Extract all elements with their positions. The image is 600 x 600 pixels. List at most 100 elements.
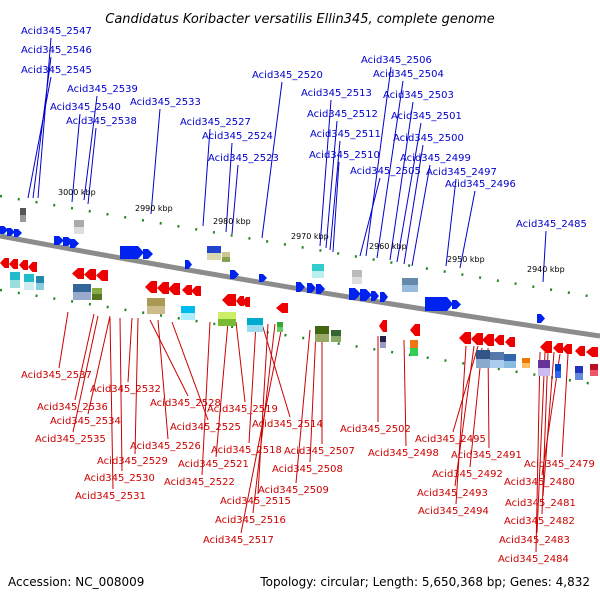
gene-domain-box[interactable] bbox=[36, 283, 44, 290]
reverse-gene-arrow[interactable] bbox=[28, 262, 37, 272]
gene-domain-box[interactable] bbox=[590, 364, 598, 370]
gene-domain-box[interactable] bbox=[555, 364, 561, 371]
gene-label-top[interactable]: Acid345_2527 bbox=[180, 117, 251, 128]
gene-domain-box[interactable] bbox=[24, 282, 34, 290]
gene-domain-box[interactable] bbox=[20, 208, 26, 215]
reverse-gene-arrow[interactable] bbox=[553, 343, 563, 353]
gene-label-bottom[interactable]: Acid345_2525 bbox=[170, 422, 241, 433]
forward-gene-arrow[interactable] bbox=[380, 292, 388, 302]
gene-domain-box[interactable] bbox=[92, 294, 102, 300]
gene-label-top[interactable]: Acid345_2511 bbox=[310, 129, 381, 140]
reverse-gene-arrow[interactable] bbox=[9, 259, 18, 269]
gene-domain-box[interactable] bbox=[277, 322, 283, 327]
reverse-gene-arrow[interactable] bbox=[191, 286, 201, 296]
gene-domain-box[interactable] bbox=[315, 326, 329, 334]
forward-gene-arrow[interactable] bbox=[307, 283, 316, 293]
reverse-gene-arrow[interactable] bbox=[494, 335, 504, 345]
reverse-gene-arrow[interactable] bbox=[222, 294, 236, 306]
gene-label-bottom[interactable]: Acid345_2517 bbox=[203, 535, 274, 546]
gene-domain-box[interactable] bbox=[315, 334, 329, 342]
gene-label-top[interactable]: Acid345_2503 bbox=[383, 90, 454, 101]
forward-gene-arrow[interactable] bbox=[0, 226, 8, 234]
gene-label-top[interactable]: Acid345_2539 bbox=[67, 84, 138, 95]
gene-label-bottom[interactable]: Acid345_2502 bbox=[340, 424, 411, 435]
gene-label-top[interactable]: Acid345_2546 bbox=[21, 45, 92, 56]
gene-label-top[interactable]: Acid345_2497 bbox=[426, 167, 497, 178]
forward-gene-arrow[interactable] bbox=[54, 236, 64, 245]
gene-label-top[interactable]: Acid345_2496 bbox=[445, 179, 516, 190]
reverse-gene-arrow[interactable] bbox=[182, 285, 192, 295]
gene-domain-box[interactable] bbox=[147, 306, 165, 314]
gene-domain-box[interactable] bbox=[590, 370, 598, 376]
gene-domain-box[interactable] bbox=[312, 264, 324, 271]
gene-label-bottom[interactable]: Acid345_2518 bbox=[211, 445, 282, 456]
gene-domain-box[interactable] bbox=[380, 342, 386, 348]
gene-domain-box[interactable] bbox=[331, 330, 341, 336]
gene-domain-box[interactable] bbox=[36, 276, 44, 283]
reverse-gene-arrow[interactable] bbox=[410, 324, 420, 336]
gene-label-bottom[interactable]: Acid345_2508 bbox=[272, 464, 343, 475]
forward-gene-arrow[interactable] bbox=[316, 284, 325, 294]
gene-domain-box[interactable] bbox=[490, 360, 504, 368]
gene-domain-box[interactable] bbox=[74, 220, 84, 227]
gene-domain-box[interactable] bbox=[402, 285, 418, 292]
reverse-gene-arrow[interactable] bbox=[459, 332, 471, 344]
gene-label-top[interactable]: Acid345_2520 bbox=[252, 70, 323, 81]
gene-domain-box[interactable] bbox=[218, 319, 236, 326]
gene-label-bottom[interactable]: Acid345_2481 bbox=[505, 498, 576, 509]
reverse-gene-arrow[interactable] bbox=[505, 337, 515, 347]
gene-domain-box[interactable] bbox=[312, 271, 324, 278]
gene-label-bottom[interactable]: Acid345_2531 bbox=[75, 491, 146, 502]
gene-label-bottom[interactable]: Acid345_2498 bbox=[368, 448, 439, 459]
gene-domain-box[interactable] bbox=[247, 318, 263, 325]
gene-label-bottom[interactable]: Acid345_2519 bbox=[207, 404, 278, 415]
reverse-gene-arrow[interactable] bbox=[471, 333, 483, 345]
gene-domain-box[interactable] bbox=[555, 371, 561, 378]
forward-gene-arrow[interactable] bbox=[452, 300, 461, 309]
gene-label-bottom[interactable]: Acid345_2491 bbox=[451, 450, 522, 461]
gene-domain-box[interactable] bbox=[575, 366, 583, 373]
gene-domain-box[interactable] bbox=[352, 277, 362, 284]
gene-label-bottom[interactable]: Acid345_2532 bbox=[90, 384, 161, 395]
gene-label-top[interactable]: Acid345_2504 bbox=[373, 69, 444, 80]
gene-label-bottom[interactable]: Acid345_2483 bbox=[499, 535, 570, 546]
forward-gene-arrow[interactable] bbox=[70, 239, 79, 248]
gene-label-bottom[interactable]: Acid345_2494 bbox=[418, 506, 489, 517]
reverse-gene-arrow[interactable] bbox=[19, 260, 28, 270]
gene-label-bottom[interactable]: Acid345_2484 bbox=[498, 554, 569, 565]
gene-domain-box[interactable] bbox=[222, 257, 230, 262]
gene-label-bottom[interactable]: Acid345_2514 bbox=[252, 419, 323, 430]
gene-label-bottom[interactable]: Acid345_2522 bbox=[164, 477, 235, 488]
gene-label-bottom[interactable]: Acid345_2492 bbox=[432, 469, 503, 480]
gene-label-bottom[interactable]: Acid345_2479 bbox=[524, 459, 595, 470]
gene-domain-box[interactable] bbox=[222, 252, 230, 257]
gene-domain-box[interactable] bbox=[380, 336, 386, 342]
gene-domain-box[interactable] bbox=[74, 227, 84, 234]
gene-domain-box[interactable] bbox=[538, 368, 550, 376]
gene-domain-box[interactable] bbox=[20, 215, 26, 222]
gene-label-bottom[interactable]: Acid345_2530 bbox=[84, 473, 155, 484]
gene-label-top[interactable]: Acid345_2510 bbox=[309, 150, 380, 161]
gene-label-top[interactable]: Acid345_2499 bbox=[400, 153, 471, 164]
reverse-gene-arrow[interactable] bbox=[242, 297, 250, 307]
reverse-gene-arrow[interactable] bbox=[72, 268, 84, 279]
gene-label-top[interactable]: Acid345_2485 bbox=[516, 219, 587, 230]
reverse-gene-arrow[interactable] bbox=[562, 344, 572, 354]
gene-label-bottom[interactable]: Acid345_2529 bbox=[97, 456, 168, 467]
gene-label-top[interactable]: Acid345_2545 bbox=[21, 65, 92, 76]
gene-domain-box[interactable] bbox=[522, 358, 530, 363]
forward-gene-arrow[interactable] bbox=[185, 260, 192, 269]
forward-gene-arrow[interactable] bbox=[371, 291, 379, 301]
gene-label-top[interactable]: Acid345_2538 bbox=[66, 116, 137, 127]
forward-gene-arrow[interactable] bbox=[7, 228, 15, 236]
gene-label-bottom[interactable]: Acid345_2482 bbox=[504, 516, 575, 527]
gene-label-bottom[interactable]: Acid345_2537 bbox=[21, 370, 92, 381]
forward-gene-arrow[interactable] bbox=[425, 297, 453, 311]
gene-domain-box[interactable] bbox=[181, 313, 195, 320]
reverse-gene-arrow[interactable] bbox=[379, 320, 387, 332]
gene-label-bottom[interactable]: Acid345_2516 bbox=[215, 515, 286, 526]
gene-domain-box[interactable] bbox=[207, 246, 221, 253]
gene-domain-box[interactable] bbox=[247, 325, 263, 332]
gene-label-bottom[interactable]: Acid345_2534 bbox=[50, 416, 121, 427]
gene-domain-box[interactable] bbox=[522, 363, 530, 368]
